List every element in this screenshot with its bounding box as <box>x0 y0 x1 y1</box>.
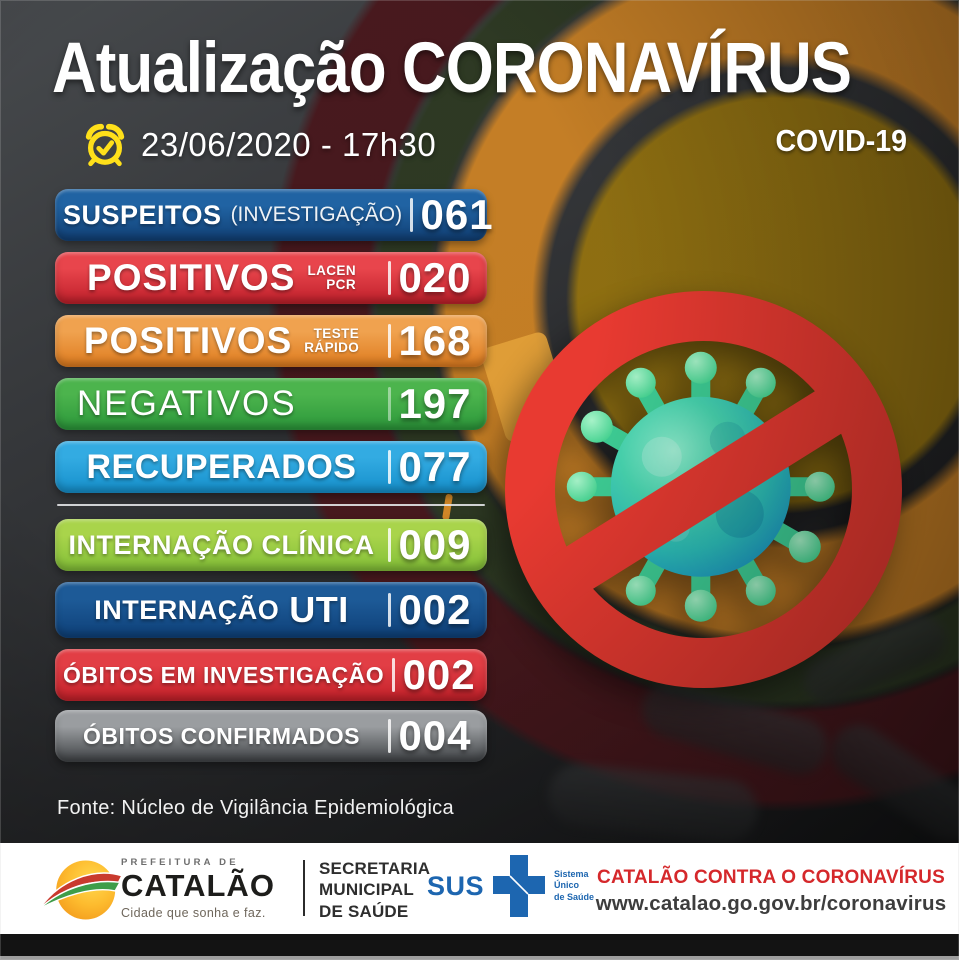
sus-subtitle: Sistema Único de Saúde <box>554 869 595 902</box>
divider <box>392 658 396 692</box>
prefeitura-tagline: Cidade que sonha e faz. <box>121 905 266 920</box>
divider <box>388 261 391 295</box>
footer-divider <box>303 860 305 916</box>
stat-value: 061 <box>420 191 494 238</box>
covid19-badge: COVID-19 <box>775 123 907 158</box>
no-coronavirus-sign <box>505 291 902 688</box>
stat-row-positivos-lacen-pcr: POSITIVOS LACEN PCR 020 <box>55 252 487 304</box>
stat-label-uti: UTI <box>289 589 349 630</box>
divider <box>388 450 391 484</box>
stat-row-negativos: NEGATIVOS 197 <box>55 378 487 430</box>
stat-label: POSITIVOS <box>83 320 293 361</box>
secretaria-block: SECRETARIA MUNICIPAL DE SAÚDE <box>319 859 431 921</box>
stat-value: 009 <box>398 521 472 568</box>
sus-cross-icon <box>493 855 546 917</box>
stats-panel: SUSPEITOS (INVESTIGAÇÃO) 061 POSITIVOS L… <box>55 189 493 773</box>
sus-name: SUS <box>427 870 485 901</box>
stat-label: ÓBITOS EM INVESTIGAÇÃO <box>63 661 385 688</box>
stat-row-internacao-uti: INTERNAÇÃO UTI 002 <box>55 582 487 638</box>
update-datetime-row: 23/06/2020 - 17h30 <box>82 122 436 168</box>
page-title: Atualização CORONAVÍRUS <box>52 29 852 108</box>
stat-value: 004 <box>398 712 472 759</box>
update-datetime: 23/06/2020 - 17h30 <box>141 126 437 163</box>
stat-row-obitos-confirmados: ÓBITOS CONFIRMADOS 004 <box>55 710 487 762</box>
stat-label: RECUPERADOS <box>86 447 357 486</box>
stat-sublabel: (INVESTIGAÇÃO) <box>230 203 403 226</box>
campaign-title: CATALÃO CONTRA O CORONAVÍRUS <box>597 867 945 888</box>
prefeitura-name: CATALÃO <box>121 868 275 903</box>
bottom-black-bar <box>0 934 959 956</box>
stat-row-recuperados: RECUPERADOS 077 <box>55 441 487 493</box>
stat-label: INTERNAÇÃO <box>94 594 280 625</box>
stat-value: 002 <box>398 586 472 633</box>
footer: PREFEITURA DE CATALÃO Cidade que sonha e… <box>0 843 959 934</box>
stat-row-suspeitos: SUSPEITOS (INVESTIGAÇÃO) 061 <box>55 189 493 241</box>
stat-label: ÓBITOS CONFIRMADOS <box>83 722 360 749</box>
stat-label: NEGATIVOS <box>77 384 297 423</box>
divider <box>388 387 391 421</box>
stat-sublabel: LACEN PCR <box>307 262 356 292</box>
prefeitura-over-title: PREFEITURA DE <box>121 857 239 868</box>
source-note: Fonte: Núcleo de Vigilância Epidemiológi… <box>57 797 454 819</box>
stat-value: 168 <box>398 317 472 364</box>
catalao-sun-logo <box>38 860 123 920</box>
stat-row-obitos-em-investigacao: ÓBITOS EM INVESTIGAÇÃO 002 <box>55 649 487 701</box>
stat-label: POSITIVOS <box>87 257 296 298</box>
alarm-clock-icon <box>85 123 125 167</box>
campaign-url: www.catalao.go.gov.br/coronavirus <box>595 892 947 915</box>
stat-value: 077 <box>398 443 472 490</box>
stat-row-internacao-clinica: INTERNAÇÃO CLÍNICA 009 <box>55 519 487 571</box>
bottom-gray-edge <box>0 956 959 960</box>
stat-row-positivos-teste-rapido: POSITIVOS TESTE RÁPIDO 168 <box>55 315 487 367</box>
divider <box>410 198 414 232</box>
stat-value: 020 <box>398 254 472 301</box>
stat-label: SUSPEITOS <box>63 199 222 230</box>
stat-sublabel: TESTE RÁPIDO <box>304 325 360 355</box>
stat-label: INTERNAÇÃO CLÍNICA <box>68 529 375 560</box>
section-divider <box>57 504 485 506</box>
stat-value: 197 <box>398 380 472 427</box>
campaign-block: CATALÃO CONTRA O CORONAVÍRUS www.catalao… <box>595 867 947 916</box>
divider <box>388 593 391 627</box>
stat-value: 002 <box>402 651 476 698</box>
divider <box>388 719 391 753</box>
divider <box>388 528 391 562</box>
divider <box>388 324 391 358</box>
sus-logo: SUS Sistema Único de Saúde <box>427 853 594 919</box>
prefeitura-block: PREFEITURA DE CATALÃO Cidade que sonha e… <box>121 857 275 920</box>
